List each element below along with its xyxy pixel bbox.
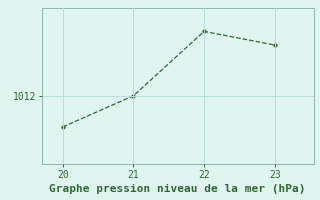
X-axis label: Graphe pression niveau de la mer (hPa): Graphe pression niveau de la mer (hPa)	[49, 184, 306, 194]
